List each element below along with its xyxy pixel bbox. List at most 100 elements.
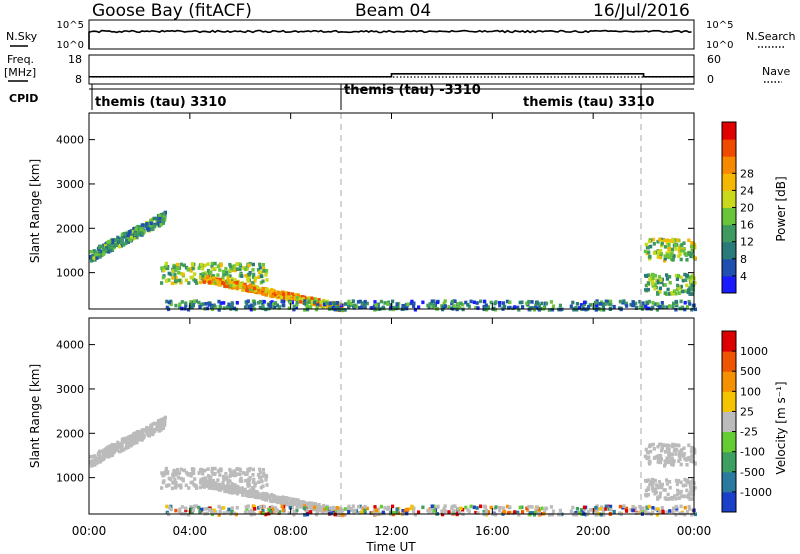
power-cell <box>690 251 694 256</box>
velocity-cell <box>137 429 141 434</box>
velocity-cell <box>341 513 345 517</box>
velocity-cell <box>108 448 112 453</box>
velocity-cell <box>535 506 539 510</box>
velocity-cell <box>647 511 651 516</box>
power-cell <box>222 278 226 283</box>
power-cell <box>575 302 579 306</box>
power-cell <box>226 280 230 285</box>
velocity-cell <box>654 483 658 487</box>
velocity-cell <box>181 477 185 482</box>
velocity-cell <box>238 487 242 492</box>
power-cell <box>360 305 364 309</box>
nsky-tick-top: 10^5 <box>57 20 84 31</box>
power-cell <box>230 277 234 281</box>
power-cell <box>117 244 122 249</box>
velocity-cell <box>332 506 336 510</box>
power-cell <box>667 242 671 247</box>
power-cell <box>215 279 219 283</box>
power-cell <box>685 283 689 288</box>
velocity-cell <box>681 494 685 499</box>
velocity-cell <box>666 458 670 462</box>
power-cell <box>594 308 598 312</box>
power-cell <box>410 299 414 304</box>
power-cell <box>389 303 393 307</box>
colorbar-swatch <box>722 371 736 392</box>
velocity-cell <box>258 470 262 475</box>
power-cell <box>618 299 622 304</box>
velocity-cell <box>677 459 681 463</box>
power-ylabel: Slant Range [km] <box>28 159 42 263</box>
power-cell <box>262 269 266 273</box>
velocity-cell <box>246 482 250 486</box>
velocity-cell <box>303 504 307 508</box>
power-cell <box>129 229 133 233</box>
y-tick-label: 3000 <box>56 178 84 191</box>
power-cell <box>108 243 112 248</box>
velocity-cell <box>211 485 215 490</box>
power-cell <box>516 305 520 310</box>
velocity-cell <box>347 510 351 514</box>
velocity-cell <box>137 433 141 437</box>
power-cell <box>413 307 417 312</box>
velocity-cell <box>602 513 606 517</box>
velocity-cell <box>262 471 266 476</box>
velocity-cell <box>246 504 250 508</box>
power-cell <box>691 254 695 259</box>
power-cell <box>201 271 205 276</box>
power-cell <box>158 216 162 221</box>
velocity-cell <box>690 492 694 497</box>
power-cell <box>268 289 272 293</box>
power-cell <box>173 272 177 277</box>
velocity-cell <box>466 508 470 512</box>
power-cell <box>417 305 421 309</box>
power-cell <box>651 284 655 288</box>
velocity-cell <box>149 423 153 428</box>
power-cell <box>202 277 206 282</box>
power-cell <box>689 254 693 259</box>
power-cell <box>681 289 685 294</box>
power-cell <box>90 257 94 262</box>
velocity-cell <box>395 507 399 511</box>
velocity-cell <box>498 508 502 513</box>
colorbar-tick-label: -100 <box>740 446 765 459</box>
power-cell <box>658 248 662 253</box>
velocity-cell <box>646 478 651 482</box>
velocity-cell <box>248 476 252 480</box>
velocity-cell <box>676 479 681 483</box>
power-cell <box>363 299 367 304</box>
velocity-cell <box>128 435 132 439</box>
power-cell <box>252 284 256 288</box>
velocity-cell <box>317 503 321 507</box>
power-cell <box>213 280 217 285</box>
power-cell <box>158 213 162 218</box>
x-tick-label: 00:00 <box>72 524 107 538</box>
velocity-cell <box>292 509 296 514</box>
velocity-cell <box>618 504 622 509</box>
velocity-cell <box>594 506 598 510</box>
power-cell <box>226 273 230 278</box>
power-cell <box>203 263 207 268</box>
power-cell <box>306 298 310 303</box>
power-cell <box>244 300 248 304</box>
power-cell <box>475 301 479 305</box>
colorbar-swatch <box>722 224 736 243</box>
power-cell <box>646 245 650 250</box>
power-cell <box>651 301 655 305</box>
velocity-cell <box>579 508 583 512</box>
power-cell <box>272 289 276 293</box>
power-cell <box>661 304 665 309</box>
velocity-cell <box>671 463 675 467</box>
power-cell <box>651 237 655 242</box>
velocity-cell <box>603 507 607 511</box>
velocity-cell <box>307 501 311 505</box>
velocity-cell <box>558 508 562 513</box>
velocity-cell <box>261 497 265 501</box>
velocity-cell <box>190 480 195 485</box>
y-tick-label: 2000 <box>56 427 84 440</box>
velocity-ylabel: Slant Range [km] <box>28 364 42 468</box>
power-cell <box>207 303 212 307</box>
velocity-cell <box>225 475 229 480</box>
power-cell <box>685 273 690 278</box>
power-cell <box>162 215 166 219</box>
power-cell <box>656 255 660 259</box>
